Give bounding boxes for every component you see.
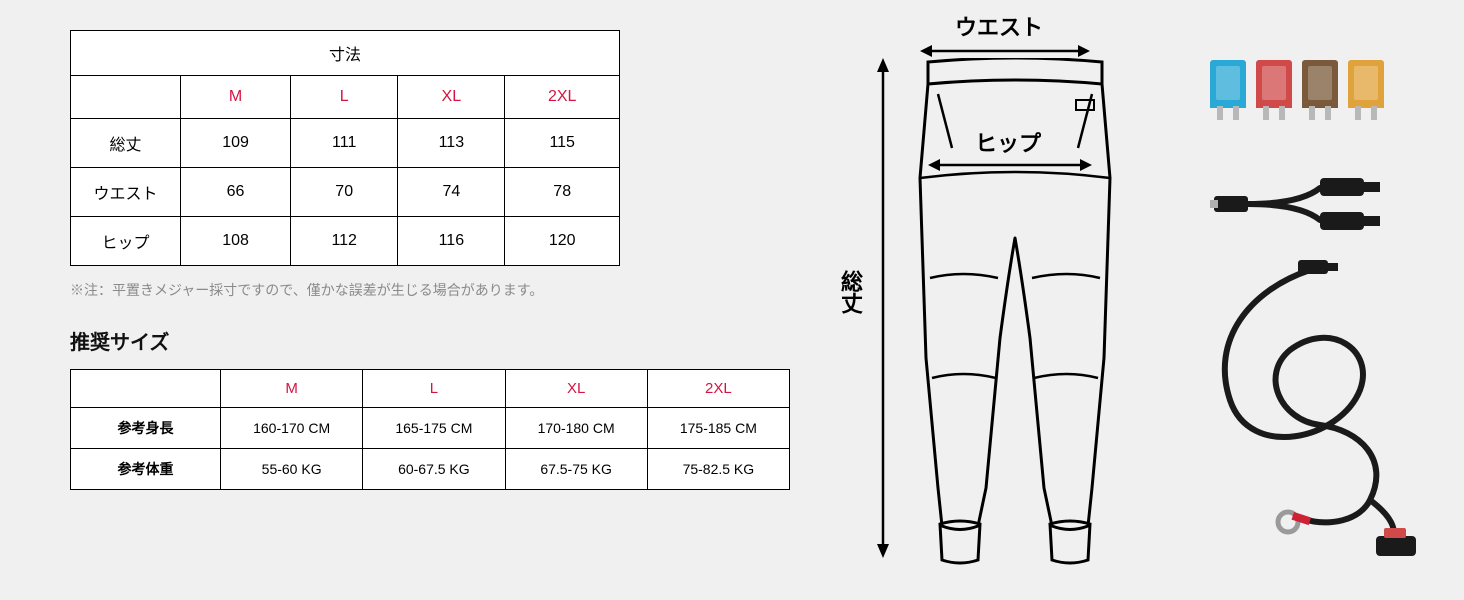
waist-label: ウエスト: [955, 10, 1043, 42]
table-row: 総丈 109 111 113 115: [71, 119, 620, 168]
waist-arrow-icon: [920, 44, 1090, 58]
size-header: 2XL: [505, 76, 620, 119]
total-length-arrow-icon: [876, 58, 890, 558]
size-header: L: [363, 370, 505, 408]
table-row: 参考身長 160-170 CM 165-175 CM 170-180 CM 17…: [71, 408, 790, 449]
blank-header: [71, 370, 221, 408]
dimensions-title: 寸法: [71, 31, 620, 76]
fuse-icon: [1210, 60, 1246, 108]
recommended-table: M L XL 2XL 参考身長 160-170 CM 165-175 CM 17…: [70, 369, 790, 490]
measurement-note: ※注：平置きメジャー採寸ですので、僅かな誤差が生じる場合があります。: [70, 280, 790, 300]
table-row: 参考体重 55-60 KG 60-67.5 KG 67.5-75 KG 75-8…: [71, 449, 790, 490]
power-cable-icon: [1190, 260, 1430, 560]
recommended-title: 推奨サイズ: [70, 326, 790, 355]
fuse-icon: [1302, 60, 1338, 108]
table-row: ウエスト 66 70 74 78: [71, 168, 620, 217]
size-header: XL: [398, 76, 505, 119]
size-header: 2XL: [647, 370, 789, 408]
size-header: M: [181, 76, 291, 119]
fuse-icon: [1348, 60, 1384, 108]
total-length-label: 総丈: [834, 270, 866, 314]
pants-icon: [900, 58, 1130, 568]
dimensions-table: 寸法 M L XL 2XL 総丈 109 111 113 115 ウエスト 66…: [70, 30, 620, 266]
fuse-icon: [1256, 60, 1292, 108]
accessories-area: [1210, 60, 1450, 560]
pants-diagram: ウエスト 総丈 ヒップ: [870, 10, 1190, 570]
size-header: L: [291, 76, 398, 119]
size-header: M: [221, 370, 363, 408]
table-row: ヒップ 108 112 116 120: [71, 217, 620, 266]
blank-header: [71, 76, 181, 119]
y-cable-icon: [1210, 160, 1420, 250]
size-header: XL: [505, 370, 647, 408]
